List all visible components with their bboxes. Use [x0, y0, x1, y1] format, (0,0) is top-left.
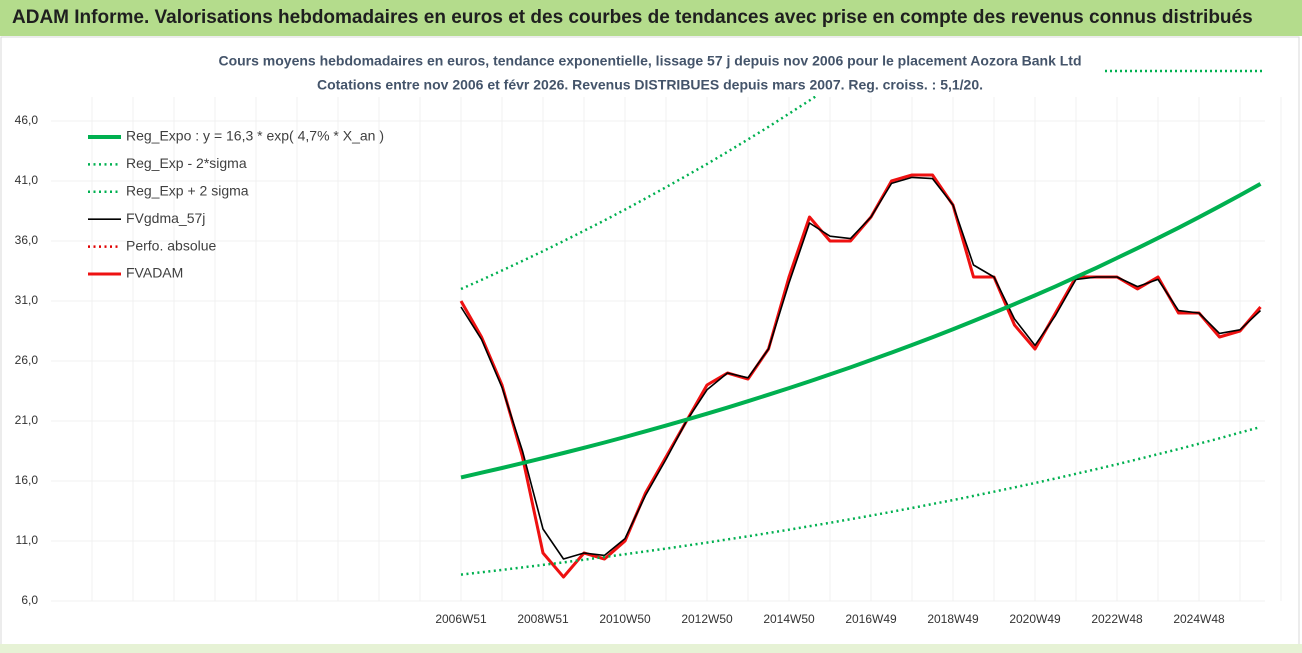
- x-tick-label: 2008W51: [517, 612, 569, 626]
- y-tick-label: 6,0: [21, 593, 38, 607]
- x-tick-label: 2006W51: [435, 612, 487, 626]
- y-tick-label: 16,0: [15, 473, 39, 487]
- legend-label: Reg_Exp - 2*sigma: [126, 155, 247, 171]
- x-tick-label: 2014W50: [763, 612, 815, 626]
- plot: [459, 96, 1262, 579]
- chart: Cours moyens hebdomadaires en euros, ten…: [0, 36, 1302, 653]
- subtitle: Cotations entre nov 2006 et févr 2026. R…: [317, 77, 983, 93]
- legend-label: Reg_Exp + 2 sigma: [126, 183, 249, 199]
- footer-band: [0, 644, 1302, 653]
- chart-title: ADAM Informe. Valorisations hebdomadaire…: [12, 7, 1253, 28]
- y-tick-label: 11,0: [16, 533, 39, 547]
- x-tick-label: 2022W48: [1091, 612, 1143, 626]
- legend-label: FVgdma_57j: [126, 210, 205, 226]
- y-tick-label: 31,0: [15, 293, 39, 307]
- series-line: [459, 173, 1262, 579]
- series-line: [460, 176, 1262, 560]
- y-tick-label: 41,0: [15, 173, 39, 187]
- x-tick-label: 2010W50: [599, 612, 651, 626]
- x-tick-label: 2018W49: [927, 612, 979, 626]
- x-tick-label: 2012W50: [681, 612, 733, 626]
- axes: 6,0 11,0 16,0 21,0 26,0 31,0 36,0 41,0 46,0 2006W…: [15, 113, 1225, 626]
- header: ADAM Informe. Valorisations hebdomadaire…: [0, 0, 1302, 36]
- x-tick-label: 2024W48: [1173, 612, 1225, 626]
- series-line: [460, 182, 1262, 480]
- legend-label: Reg_Expo : y = 16,3 * exp( 4,7% * X_an ): [126, 128, 384, 144]
- x-tick-label: 2016W49: [845, 612, 897, 626]
- grid: [51, 97, 1282, 602]
- legend-label: Perfo. absolue: [126, 237, 216, 253]
- legend-label: FVADAM: [126, 265, 183, 281]
- x-tick-label: 2020W49: [1009, 612, 1061, 626]
- y-tick-label: 26,0: [15, 353, 39, 367]
- y-tick-label: 36,0: [15, 233, 39, 247]
- chart-frame: [0, 36, 1300, 652]
- y-tick-label: 21,0: [15, 413, 39, 427]
- legend: Reg_Expo : y = 16,3 * exp( 4,7% * X_an )…: [88, 128, 384, 281]
- y-tick-label: 46,0: [15, 113, 39, 127]
- subtitle: Cours moyens hebdomadaires en euros, ten…: [218, 53, 1081, 69]
